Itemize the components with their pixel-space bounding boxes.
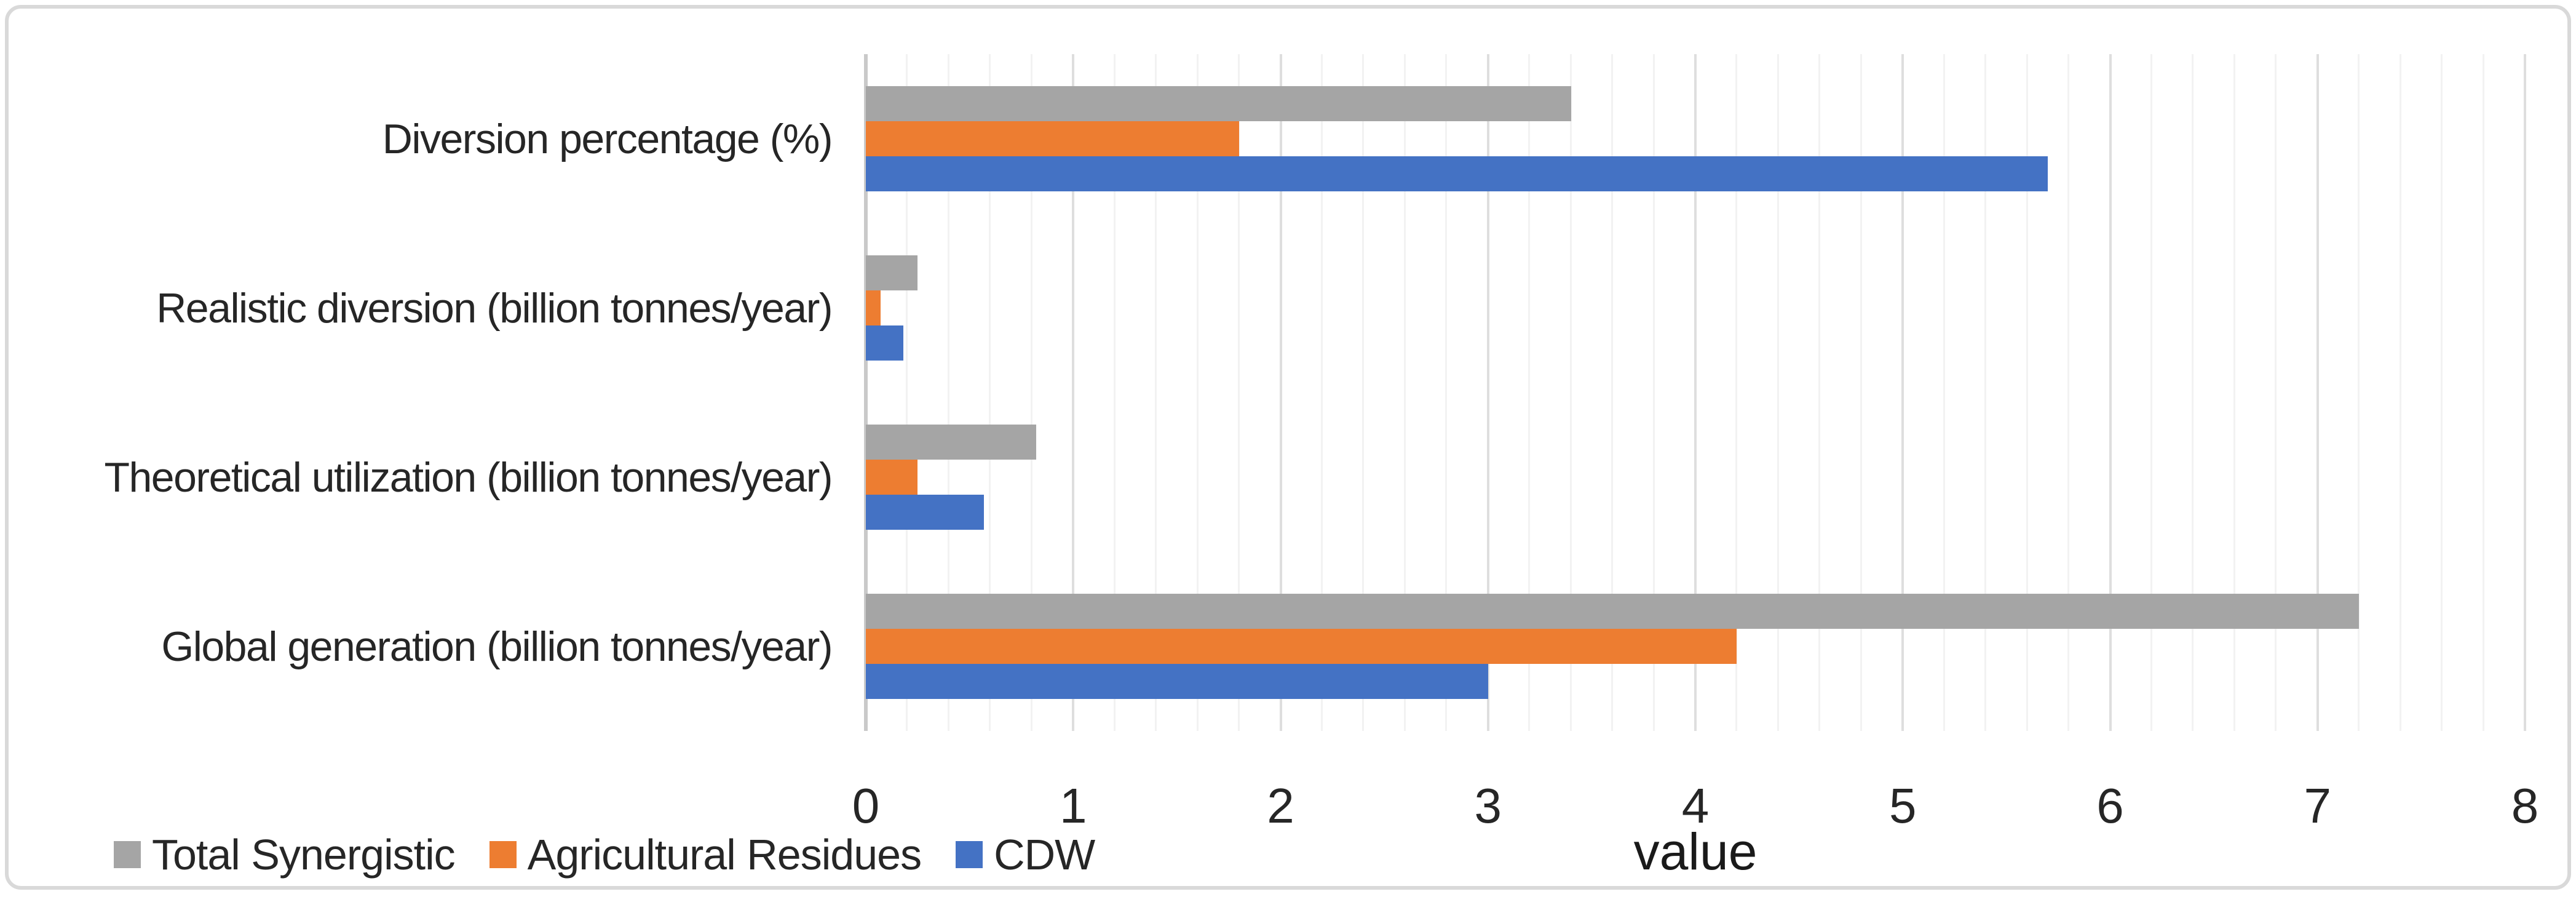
bar-cdw bbox=[866, 156, 2048, 191]
gridline bbox=[1943, 54, 1945, 731]
x-tick-label: 6 bbox=[2096, 778, 2124, 833]
gridline bbox=[1279, 54, 1282, 731]
gridline bbox=[1777, 54, 1779, 731]
gridline bbox=[2482, 54, 2484, 731]
gridline bbox=[2067, 54, 2070, 731]
category-label: Global generation (billion tonnes/year) bbox=[161, 623, 833, 670]
x-tick-label: 4 bbox=[1681, 778, 1710, 833]
legend-item: Total Synergistic bbox=[114, 831, 456, 879]
gridline bbox=[989, 54, 991, 731]
gridline bbox=[1694, 54, 1697, 731]
gridline bbox=[1320, 54, 1323, 731]
bar-cdw bbox=[866, 495, 985, 530]
gridline bbox=[1445, 54, 1448, 731]
x-tick-label: 2 bbox=[1267, 778, 1294, 833]
category-label: Realistic diversion (billion tonnes/year… bbox=[156, 284, 833, 332]
legend-label: CDW bbox=[994, 831, 1095, 879]
gridline bbox=[1196, 54, 1199, 731]
gridline bbox=[2358, 54, 2360, 731]
x-tick-label: 1 bbox=[1060, 778, 1087, 833]
x-axis-title: value bbox=[1633, 823, 1758, 880]
x-tick-label: 0 bbox=[852, 778, 880, 833]
legend-label: Total Synergistic bbox=[152, 831, 456, 879]
gridline bbox=[1486, 54, 1489, 731]
category-label: Diversion percentage (%) bbox=[382, 115, 833, 162]
gridline bbox=[1611, 54, 1614, 731]
gridline bbox=[2524, 54, 2526, 731]
gridline bbox=[1155, 54, 1157, 731]
x-tick-label: 5 bbox=[1889, 778, 1917, 833]
bar-cdw bbox=[866, 325, 903, 361]
gridline bbox=[1569, 54, 1572, 731]
gridline bbox=[1113, 54, 1116, 731]
gridline bbox=[1403, 54, 1406, 731]
category-label: Theoretical utilization (billion tonnes/… bbox=[104, 453, 833, 501]
gridline bbox=[1528, 54, 1531, 731]
plot-area bbox=[864, 54, 2526, 731]
bar-total-synergistic bbox=[866, 425, 1036, 460]
gridline bbox=[1030, 54, 1032, 731]
gridline bbox=[1735, 54, 1738, 731]
gridline bbox=[2150, 54, 2152, 731]
gridline bbox=[1901, 54, 1904, 731]
gridline bbox=[2441, 54, 2443, 731]
gridline bbox=[2109, 54, 2112, 731]
bar-agricultural-residues bbox=[866, 460, 918, 495]
gridline bbox=[1818, 54, 1821, 731]
gridline bbox=[1860, 54, 1862, 731]
bar-total-synergistic bbox=[866, 594, 2360, 629]
bar-total-synergistic bbox=[866, 86, 1571, 121]
legend-item: CDW bbox=[956, 832, 1095, 877]
gridline bbox=[1652, 54, 1655, 731]
gridline bbox=[1072, 54, 1075, 731]
legend-swatch-icon bbox=[489, 841, 517, 868]
legend-label: Agricultural Residues bbox=[527, 831, 922, 879]
bar-agricultural-residues bbox=[866, 121, 1240, 156]
legend: Total Synergistic Agricultural Residues CD… bbox=[114, 832, 1095, 877]
x-tick-label: 8 bbox=[2511, 778, 2539, 833]
gridline bbox=[1238, 54, 1240, 731]
bar-agricultural-residues bbox=[866, 290, 881, 325]
axis-line bbox=[864, 54, 868, 731]
bar-agricultural-residues bbox=[866, 629, 1737, 664]
gridline bbox=[2233, 54, 2235, 731]
bar-total-synergistic bbox=[866, 255, 918, 290]
x-tick-label: 7 bbox=[2304, 778, 2332, 833]
gridline bbox=[906, 54, 908, 731]
legend-item: Agricultural Residues bbox=[489, 831, 922, 879]
gridline bbox=[2026, 54, 2028, 731]
legend-swatch-icon bbox=[956, 841, 983, 868]
gridline bbox=[1362, 54, 1365, 731]
legend-swatch-icon bbox=[114, 841, 141, 868]
gridline bbox=[1984, 54, 1987, 731]
x-tick-label: 3 bbox=[1474, 778, 1502, 833]
gridline bbox=[2275, 54, 2277, 731]
gridline bbox=[947, 54, 949, 731]
gridline bbox=[2316, 54, 2319, 731]
gridline bbox=[2399, 54, 2401, 731]
bar-cdw bbox=[866, 664, 1488, 699]
gridline bbox=[2192, 54, 2194, 731]
